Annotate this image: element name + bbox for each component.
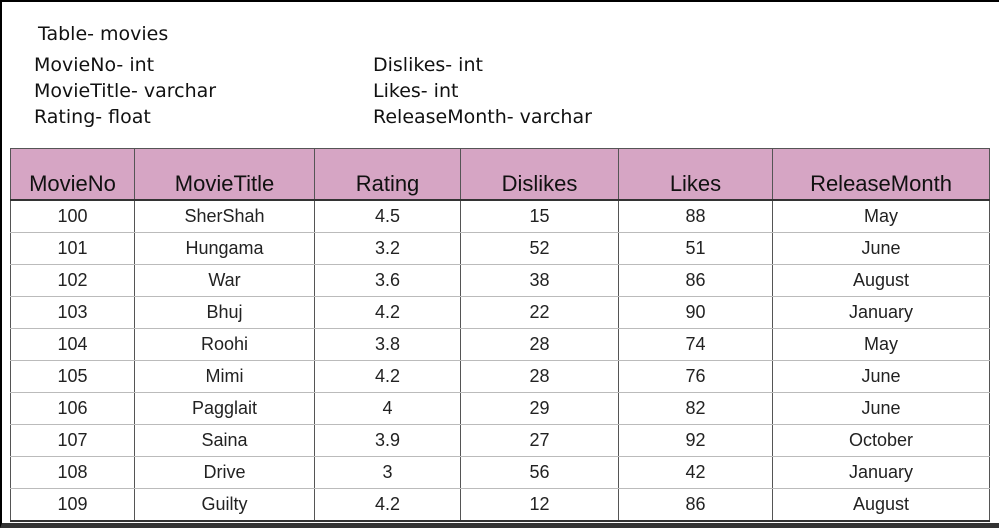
schema-field: MovieNo- int xyxy=(34,54,155,76)
table-cell: 4 xyxy=(314,392,461,425)
table-cell: 74 xyxy=(618,328,773,361)
table-row: 100 SherShah 4.5 15 88 May xyxy=(10,200,990,233)
table-cell: August xyxy=(772,264,990,297)
table-cell: 4.2 xyxy=(314,360,461,393)
table-cell: Hungama xyxy=(134,232,315,265)
table-row: 102 War 3.6 38 86 August xyxy=(10,264,990,297)
table-cell: June xyxy=(772,232,990,265)
table-cell: 109 xyxy=(10,488,135,522)
column-header-rating: Rating xyxy=(314,148,461,201)
table-cell: Guilty xyxy=(134,488,315,522)
table-cell: 106 xyxy=(10,392,135,425)
table-cell: 3.8 xyxy=(314,328,461,361)
table-cell: June xyxy=(772,392,990,425)
schema-title: Table- movies xyxy=(38,23,169,45)
schema-field: Rating- float xyxy=(34,106,151,128)
table-cell: 4.2 xyxy=(314,296,461,329)
table-cell: 28 xyxy=(460,328,619,361)
table-cell: 108 xyxy=(10,456,135,489)
table-row: 104 Roohi 3.8 28 74 May xyxy=(10,328,990,361)
table-cell: 15 xyxy=(460,200,619,233)
table-cell: 90 xyxy=(618,296,773,329)
schema-field: Likes- int xyxy=(373,80,459,102)
table-cell: August xyxy=(772,488,990,522)
table-cell: 76 xyxy=(618,360,773,393)
table-cell: 4.2 xyxy=(314,488,461,522)
table-cell: 27 xyxy=(460,424,619,457)
table-cell: SherShah xyxy=(134,200,315,233)
table-cell: 22 xyxy=(460,296,619,329)
table-cell: 86 xyxy=(618,488,773,522)
table-row: 101 Hungama 3.2 52 51 June xyxy=(10,232,990,265)
table-cell: January xyxy=(772,296,990,329)
schema-field: ReleaseMonth- varchar xyxy=(373,106,592,128)
table-cell: Roohi xyxy=(134,328,315,361)
schema-fields-right: Dislikes- int Likes- int ReleaseMonth- v… xyxy=(373,52,592,130)
table-body: 100 SherShah 4.5 15 88 May 101 Hungama 3.2 52 51 Ju… xyxy=(10,200,990,522)
table-cell: 3 xyxy=(314,456,461,489)
table-cell: 105 xyxy=(10,360,135,393)
table-cell: 104 xyxy=(10,328,135,361)
column-header-movietitle: MovieTitle xyxy=(134,148,315,201)
table-cell: 3.6 xyxy=(314,264,461,297)
table-cell: 82 xyxy=(618,392,773,425)
table-cell: 52 xyxy=(460,232,619,265)
table-cell: May xyxy=(772,200,990,233)
column-header-releasemonth: ReleaseMonth xyxy=(772,148,990,201)
table-cell: 38 xyxy=(460,264,619,297)
table-row: 109 Guilty 4.2 12 86 August xyxy=(10,488,990,522)
table-cell: 102 xyxy=(10,264,135,297)
table-cell: 28 xyxy=(460,360,619,393)
table-cell: Mimi xyxy=(134,360,315,393)
column-header-dislikes: Dislikes xyxy=(460,148,619,201)
table-cell: 12 xyxy=(460,488,619,522)
table-cell: 51 xyxy=(618,232,773,265)
table-cell: 4.5 xyxy=(314,200,461,233)
table-row: 106 Pagglait 4 29 82 June xyxy=(10,392,990,425)
table-cell: 88 xyxy=(618,200,773,233)
table-cell: 86 xyxy=(618,264,773,297)
table-cell: 3.2 xyxy=(314,232,461,265)
table-cell: Drive xyxy=(134,456,315,489)
table-cell: 42 xyxy=(618,456,773,489)
table-cell: 101 xyxy=(10,232,135,265)
table-cell: 56 xyxy=(460,456,619,489)
table-cell: Pagglait xyxy=(134,392,315,425)
table-cell: June xyxy=(772,360,990,393)
table-row: 105 Mimi 4.2 28 76 June xyxy=(10,360,990,393)
table-cell: October xyxy=(772,424,990,457)
table-cell: 92 xyxy=(618,424,773,457)
schema-field: MovieTitle- varchar xyxy=(34,80,217,102)
table-cell: May xyxy=(772,328,990,361)
schema-field: Dislikes- int xyxy=(373,54,483,76)
table-header-row: MovieNo MovieTitle Rating Dislikes Likes… xyxy=(10,148,990,201)
schema-fields-left: MovieNo- int MovieTitle- varchar Rating-… xyxy=(34,52,216,130)
table-cell: Saina xyxy=(134,424,315,457)
column-header-movieno: MovieNo xyxy=(10,148,135,201)
movies-table: MovieNo MovieTitle Rating Dislikes Likes… xyxy=(10,148,990,522)
table-cell: 103 xyxy=(10,296,135,329)
table-cell: Bhuj xyxy=(134,296,315,329)
table-row: 108 Drive 3 56 42 January xyxy=(10,456,990,489)
table-cell: 29 xyxy=(460,392,619,425)
table-row: 103 Bhuj 4.2 22 90 January xyxy=(10,296,990,329)
table-cell: 107 xyxy=(10,424,135,457)
table-cell: War xyxy=(134,264,315,297)
table-cell: January xyxy=(772,456,990,489)
column-header-likes: Likes xyxy=(618,148,773,201)
table-row: 107 Saina 3.9 27 92 October xyxy=(10,424,990,457)
table-cell: 100 xyxy=(10,200,135,233)
table-cell: 3.9 xyxy=(314,424,461,457)
